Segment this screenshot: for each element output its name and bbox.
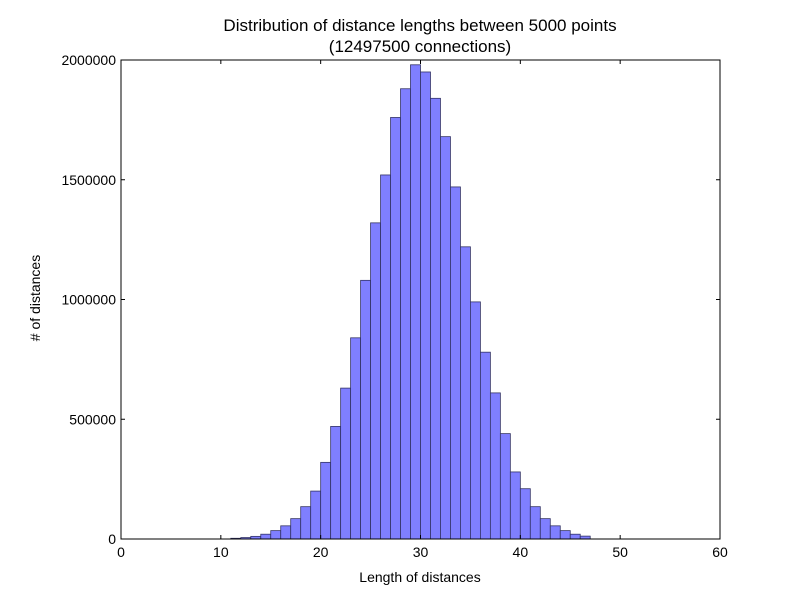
y-axis-ticks: 0 500000 1000000 1500000 2000000 — [61, 52, 720, 547]
histogram-bar — [499, 433, 511, 540]
x-tick-label: 0 — [117, 544, 125, 560]
y-axis-label: # of distances — [27, 255, 43, 341]
histogram-bar — [470, 301, 481, 540]
x-axis-label: Length of distances — [359, 569, 480, 585]
histogram-bar — [569, 533, 581, 540]
y-tick-label: 0 — [108, 531, 116, 547]
histogram-bar — [509, 471, 521, 540]
histogram-bar — [300, 506, 312, 540]
histogram-bar — [260, 533, 272, 540]
histogram-bar — [549, 525, 561, 540]
histogram-bar — [310, 490, 322, 540]
histogram-bar — [559, 530, 571, 540]
histogram-bar — [330, 426, 342, 540]
x-tick-label: 50 — [612, 544, 628, 560]
histogram-bar — [410, 64, 421, 540]
histogram-bar — [430, 97, 441, 540]
histogram-bar — [390, 117, 401, 540]
histogram-bar — [380, 174, 391, 540]
y-tick-label: 2000000 — [61, 52, 116, 68]
histogram-bar — [370, 222, 381, 540]
x-tick-label: 60 — [712, 544, 728, 560]
histogram-bar — [350, 337, 362, 540]
histogram-bar — [519, 488, 531, 540]
y-tick-label: 1000000 — [61, 292, 116, 308]
histogram-bar — [460, 246, 471, 540]
x-axis-ticks: 0 10 20 30 40 50 60 — [117, 60, 728, 560]
histogram-bar — [320, 461, 332, 540]
chart-subtitle: (12497500 connections) — [329, 37, 511, 56]
histogram-bar — [420, 71, 431, 540]
chart-title: Distribution of distance lengths between… — [223, 16, 616, 35]
histogram-bar — [280, 525, 292, 540]
histogram-bar — [489, 392, 501, 540]
x-tick-label: 10 — [213, 544, 229, 560]
x-tick-label: 40 — [513, 544, 529, 560]
histogram-bar — [479, 351, 491, 540]
histogram-bar — [360, 279, 371, 540]
x-tick-label: 20 — [313, 544, 329, 560]
histogram-bar — [440, 136, 451, 540]
histogram-bar — [400, 88, 411, 540]
y-tick-label: 1500000 — [61, 172, 116, 188]
histogram-bar — [539, 518, 551, 540]
histogram-bar — [450, 186, 461, 540]
bars-group — [230, 64, 591, 540]
x-tick-label: 30 — [413, 544, 429, 560]
histogram-bar — [270, 530, 282, 540]
histogram-bar — [290, 518, 302, 540]
histogram-bar — [529, 506, 541, 540]
y-tick-label: 500000 — [69, 411, 116, 427]
histogram-bar — [340, 387, 352, 540]
